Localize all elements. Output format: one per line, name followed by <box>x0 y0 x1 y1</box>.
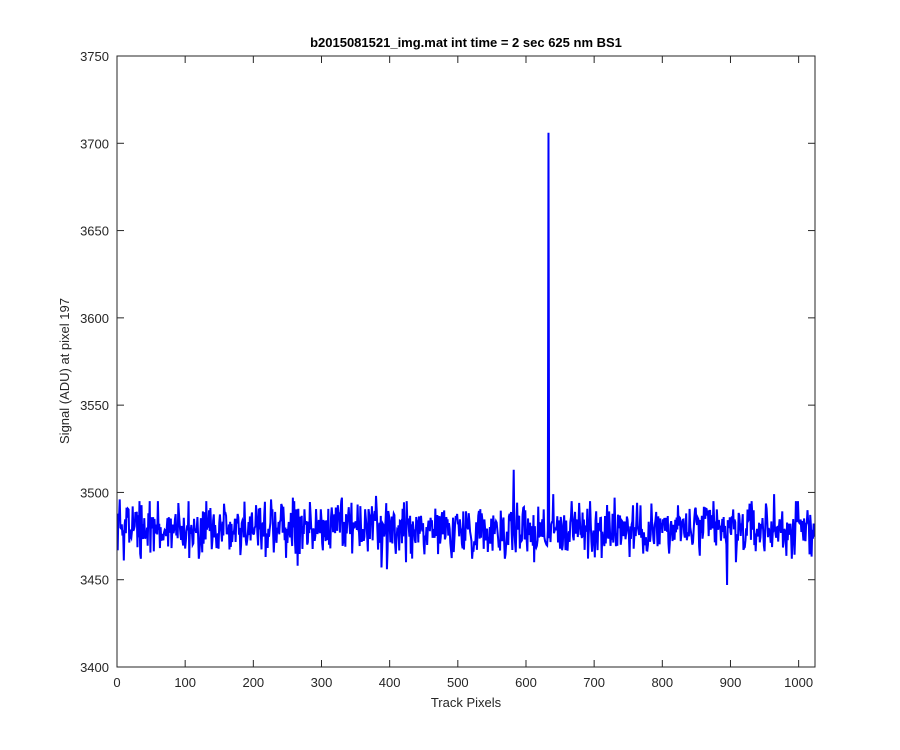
series-line <box>117 132 815 585</box>
x-tick-label: 700 <box>583 675 605 690</box>
x-tick-label: 600 <box>515 675 537 690</box>
y-tick-label: 3750 <box>80 49 109 64</box>
y-tick-label: 3700 <box>80 136 109 151</box>
x-tick-label: 0 <box>113 675 120 690</box>
x-tick-label: 1000 <box>784 675 813 690</box>
x-tick-label: 500 <box>447 675 469 690</box>
y-tick-label: 3550 <box>80 398 109 413</box>
axes-box <box>116 55 816 668</box>
x-tick-label: 100 <box>174 675 196 690</box>
y-tick-label: 3500 <box>80 485 109 500</box>
x-tick-label: 800 <box>651 675 673 690</box>
x-tick-label: 400 <box>379 675 401 690</box>
plot-area: 0 100 200 300 400 500 600 700 800 900 1000 3400 3450… <box>80 49 816 690</box>
y-axis-label: Signal (ADU) at pixel 197 <box>57 298 72 444</box>
x-tick-label: 900 <box>720 675 742 690</box>
y-tick-label: 3600 <box>80 311 109 326</box>
chart-title: b2015081521_img.mat int time = 2 sec 625… <box>310 35 622 50</box>
y-tick-label: 3450 <box>80 573 109 588</box>
x-tick-label: 300 <box>311 675 333 690</box>
y-tick-label: 3400 <box>80 660 109 675</box>
x-tick-label: 200 <box>242 675 264 690</box>
y-tick-label: 3650 <box>80 224 109 239</box>
x-axis-label: Track Pixels <box>431 695 502 710</box>
